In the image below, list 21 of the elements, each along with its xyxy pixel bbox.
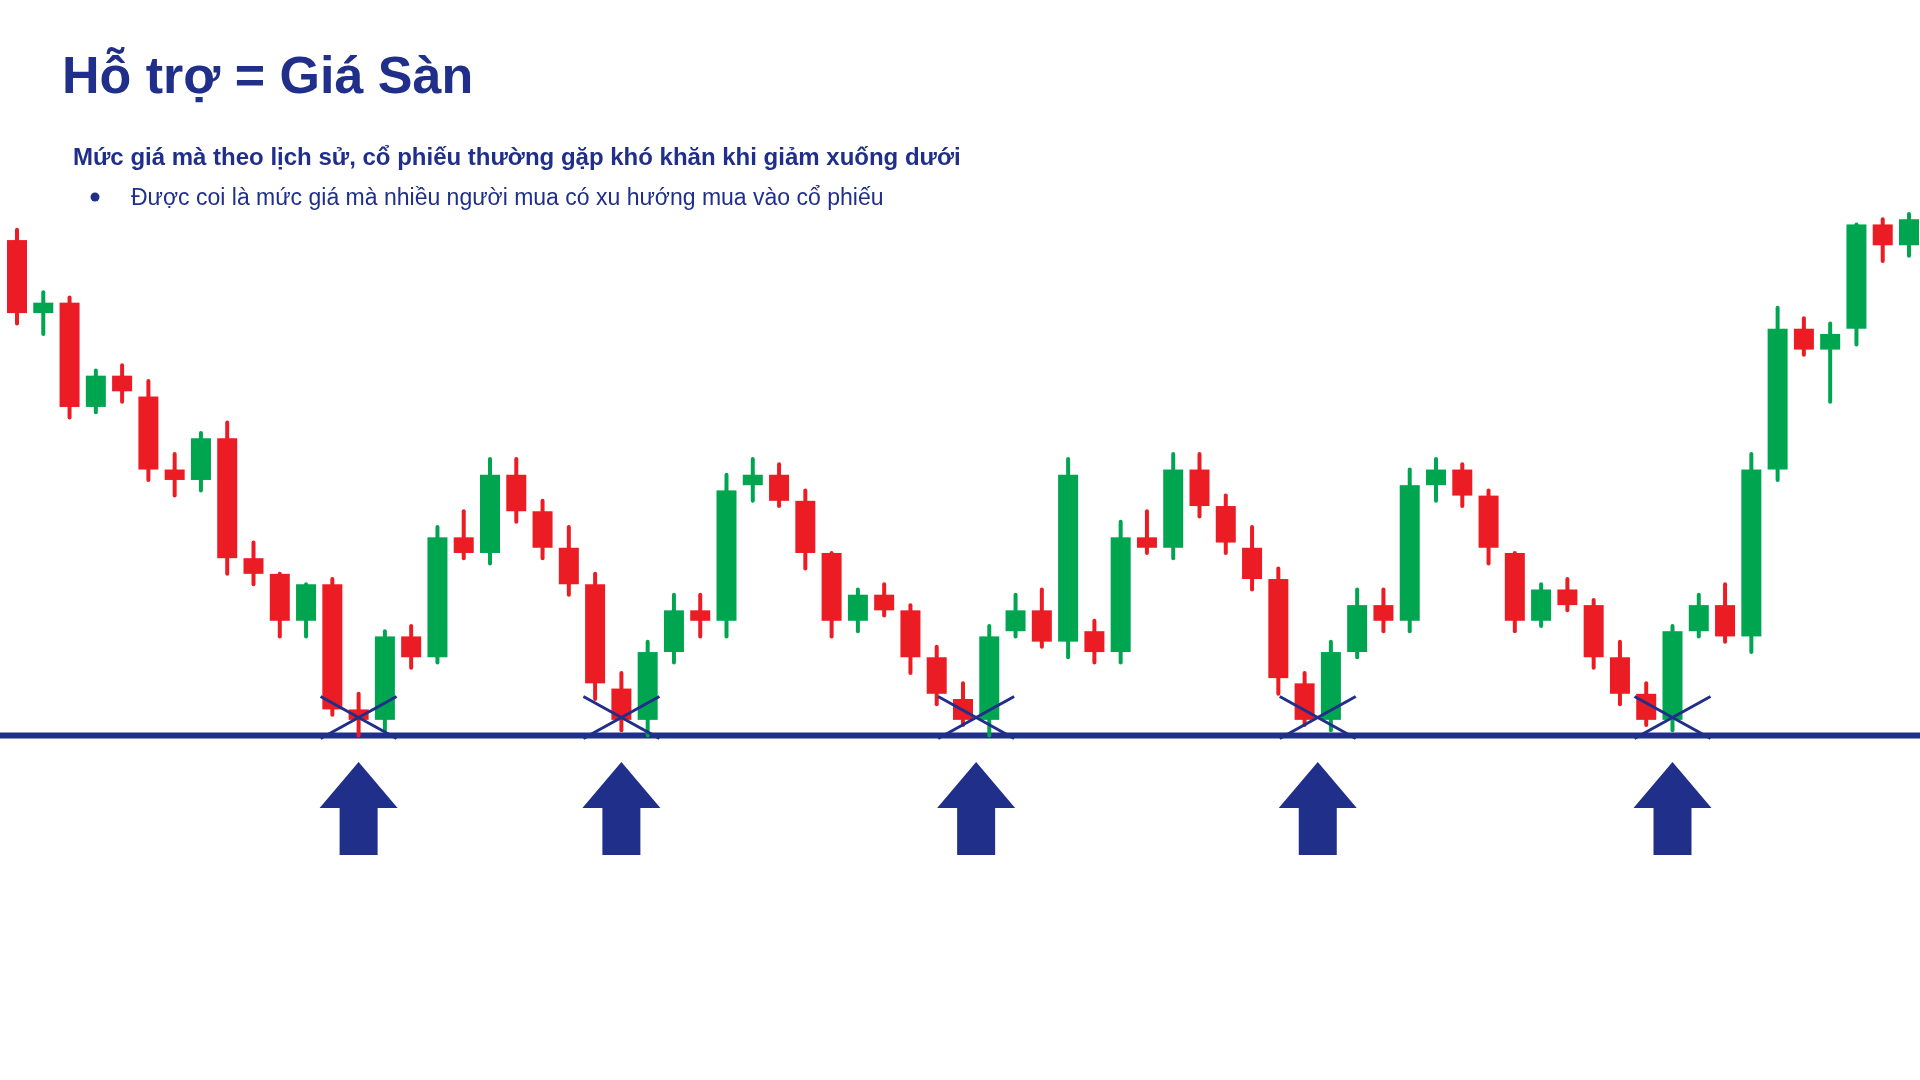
candlestick	[1426, 457, 1446, 503]
chart-subtitle: Mức giá mà theo lịch sử, cổ phiếu thường gặp khó khăn khi giảm xuống dưới	[73, 143, 961, 170]
candlestick	[401, 623, 422, 670]
candlestick	[1820, 321, 1841, 404]
candlestick	[453, 509, 474, 561]
candlestick	[1084, 618, 1105, 665]
candlestick	[1373, 587, 1394, 634]
candlestick	[1005, 592, 1026, 639]
candlestick	[1793, 316, 1814, 357]
text: Được coi là mức giá mà nhiều người mua có xu hướng mua vào cổ phiếu	[131, 184, 884, 210]
candlestick	[33, 290, 54, 336]
candlestick	[243, 540, 264, 587]
candlestick	[874, 582, 895, 618]
candlestick	[742, 457, 763, 503]
candlestick	[1557, 577, 1578, 613]
candlestick	[690, 592, 711, 639]
candlestick	[164, 451, 185, 498]
chart-title: Hỗ trợ = Giá Sàn	[62, 46, 474, 104]
candlestick	[1136, 509, 1157, 555]
candlestick	[1872, 217, 1893, 263]
candlestick	[112, 363, 133, 404]
